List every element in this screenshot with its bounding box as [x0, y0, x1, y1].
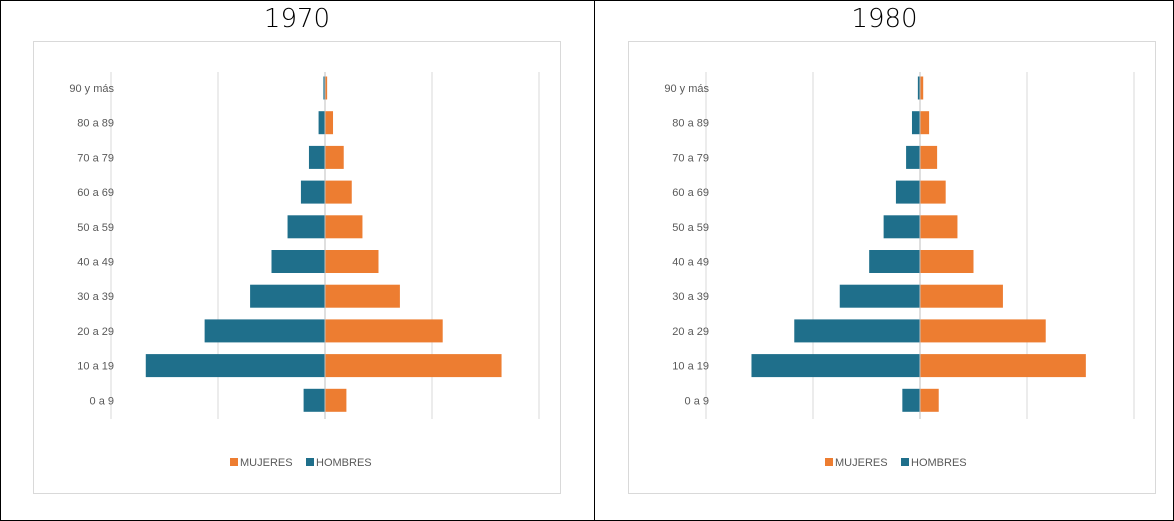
bar-mujeres — [920, 250, 974, 273]
bar-mujeres — [920, 319, 1046, 343]
legend-label: HOMBRES — [911, 457, 967, 469]
bar-mujeres — [325, 354, 502, 378]
legend: MUJERES HOMBRES — [825, 457, 967, 469]
bar-mujeres — [325, 388, 347, 412]
category-label: 20 a 29 — [672, 326, 709, 338]
bar-mujeres — [325, 145, 344, 169]
category-label: 60 a 69 — [77, 187, 114, 199]
category-label: 0 a 9 — [90, 395, 114, 407]
bar-hombres — [911, 111, 920, 135]
bars — [751, 76, 1086, 412]
category-label: 10 a 19 — [77, 361, 114, 373]
chart-panel-1980: 1980 0 a 9 10 a 19 20 a 29 30 a 39 40 a 49 50… — [595, 0, 1174, 521]
bar-hombres — [839, 284, 920, 308]
category-label: 70 a 79 — [672, 152, 709, 164]
bar-hombres — [869, 250, 920, 273]
category-label: 40 a 49 — [77, 257, 114, 269]
bar-hombres — [895, 180, 920, 204]
bar-mujeres — [325, 76, 328, 100]
chart-title: 1970 — [263, 4, 331, 34]
chart-panel-1970: 1970 0 a 9 10 a 19 20 a 29 30 a 39 40 a 49 50… — [33, 4, 561, 494]
bar-hombres — [250, 284, 325, 308]
bar-hombres — [300, 180, 325, 204]
bar-mujeres — [920, 111, 930, 135]
bar-hombres — [308, 145, 325, 169]
bar-mujeres — [920, 145, 938, 169]
bar-hombres — [318, 111, 325, 135]
panel-divider — [594, 0, 595, 521]
bar-mujeres — [920, 76, 924, 100]
bar-hombres — [902, 388, 920, 412]
bar-hombres — [303, 388, 325, 412]
bar-mujeres — [325, 319, 443, 343]
legend-label: MUJERES — [835, 457, 888, 469]
bar-hombres — [906, 145, 920, 169]
bar-hombres — [145, 354, 325, 378]
bar-mujeres — [920, 388, 939, 412]
bar-mujeres — [920, 215, 958, 239]
bar-hombres — [271, 250, 325, 273]
bar-hombres — [204, 319, 325, 343]
category-label: 50 a 59 — [672, 222, 709, 234]
bar-mujeres — [920, 284, 1003, 308]
chart-area: 0 a 9 10 a 19 20 a 29 30 a 39 40 a 49 50 a 59… — [628, 41, 1156, 494]
bar-mujeres — [920, 180, 946, 204]
legend-label: MUJERES — [240, 457, 293, 469]
category-label: 70 a 79 — [77, 152, 114, 164]
bar-hombres — [323, 76, 325, 100]
legend-swatch — [306, 458, 314, 466]
pyramid-chart-1970: 0 a 9 10 a 19 20 a 29 30 a 39 40 a 49 50 a 59… — [69, 72, 540, 469]
bar-mujeres — [920, 354, 1086, 378]
bar-mujeres — [325, 250, 379, 273]
category-label: 20 a 29 — [77, 326, 114, 338]
bar-mujeres — [325, 284, 400, 308]
category-label: 80 a 89 — [77, 118, 114, 130]
bars — [145, 76, 502, 412]
chart-area: 0 a 9 10 a 19 20 a 29 30 a 39 40 a 49 50 a 59… — [33, 41, 561, 494]
category-label: 50 a 59 — [77, 222, 114, 234]
bar-mujeres — [325, 180, 352, 204]
bar-hombres — [751, 354, 920, 378]
bar-mujeres — [325, 215, 363, 239]
category-label: 40 a 49 — [672, 257, 709, 269]
legend-swatch — [825, 458, 833, 466]
pyramid-chart-1980: 0 a 9 10 a 19 20 a 29 30 a 39 40 a 49 50 a 59… — [664, 72, 1135, 469]
bar-mujeres — [325, 111, 334, 135]
bar-hombres — [917, 76, 920, 100]
category-label: 10 a 19 — [672, 361, 709, 373]
legend: MUJERES HOMBRES — [230, 457, 372, 469]
category-label: 60 a 69 — [672, 187, 709, 199]
chart-title: 1980 — [851, 4, 918, 34]
category-label: 0 a 9 — [685, 395, 709, 407]
bar-hombres — [287, 215, 325, 239]
category-label: 80 a 89 — [672, 118, 709, 130]
category-label: 90 y más — [69, 83, 114, 95]
legend-swatch — [901, 458, 909, 466]
legend-label: HOMBRES — [316, 457, 372, 469]
category-label: 90 y más — [664, 83, 709, 95]
category-label: 30 a 39 — [672, 291, 709, 303]
category-label: 30 a 39 — [77, 291, 114, 303]
legend-swatch — [230, 458, 238, 466]
bar-hombres — [794, 319, 920, 343]
bar-hombres — [883, 215, 920, 239]
